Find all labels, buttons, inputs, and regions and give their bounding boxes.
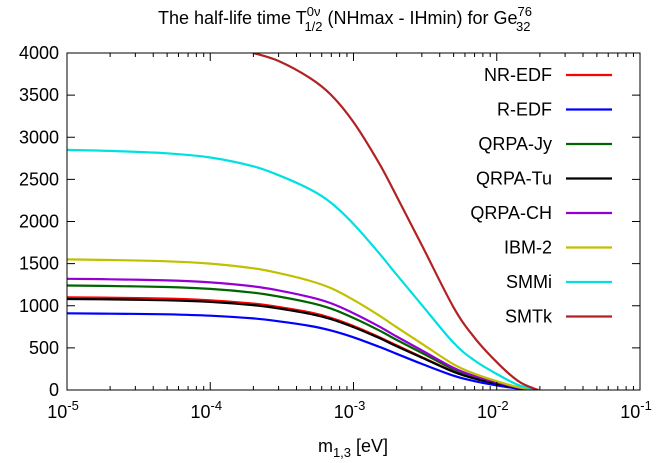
y-tick-label: 3000 <box>19 127 59 147</box>
y-tick-label: 1000 <box>19 296 59 316</box>
x-axis-label: m1,3 [eV] <box>318 436 388 460</box>
x-tick-label: 10-2 <box>477 398 509 422</box>
legend-label-ibm-2: IBM-2 <box>504 238 552 258</box>
ticks-layer: 0 500 1000 1500 2000 2500 3000 3500 4000 10-5 10-4… <box>19 43 652 422</box>
y-tick-label: 4000 <box>19 43 59 63</box>
series-layer <box>67 53 539 390</box>
series-line-smtk <box>253 53 539 390</box>
y-tick-label: 0 <box>49 380 59 400</box>
y-tick-label: 2000 <box>19 212 59 232</box>
legend-label-qrpa-jy: QRPA-Jy <box>478 134 552 154</box>
y-tick-label: 3500 <box>19 85 59 105</box>
series-line-qrpa-ch <box>67 277 539 390</box>
chart-title: The half-life time T0ν 1/2 (NHmax - IHmin… <box>158 4 532 34</box>
legend-label-qrpa-tu: QRPA-Tu <box>476 169 552 189</box>
legend-label-smtk: SMTk <box>505 307 553 327</box>
x-tick-label: 10-5 <box>47 398 79 422</box>
series-line-r-edf <box>67 312 539 390</box>
y-tick-label: 500 <box>29 338 59 358</box>
legend-label-nr-edf: NR-EDF <box>484 65 552 85</box>
legend-label-qrpa-ch: QRPA-CH <box>470 203 552 223</box>
x-tick-label: 10-1 <box>620 398 652 422</box>
series-line-qrpa-tu <box>67 297 539 390</box>
legend: NR-EDF R-EDF QRPA-Jy QRPA-Tu QRPA-CH IBM-2 SMM… <box>470 65 612 327</box>
legend-label-smmi: SMMi <box>506 272 552 292</box>
series-line-ibm-2 <box>67 258 539 390</box>
y-tick-label: 2500 <box>19 169 59 189</box>
x-tick-label: 10-3 <box>334 398 366 422</box>
series-line-smmi <box>67 148 539 390</box>
legend-label-r-edf: R-EDF <box>497 100 552 120</box>
plot-frame <box>66 52 641 391</box>
y-tick-label: 1500 <box>19 254 59 274</box>
x-tick-label: 10-4 <box>190 398 222 422</box>
